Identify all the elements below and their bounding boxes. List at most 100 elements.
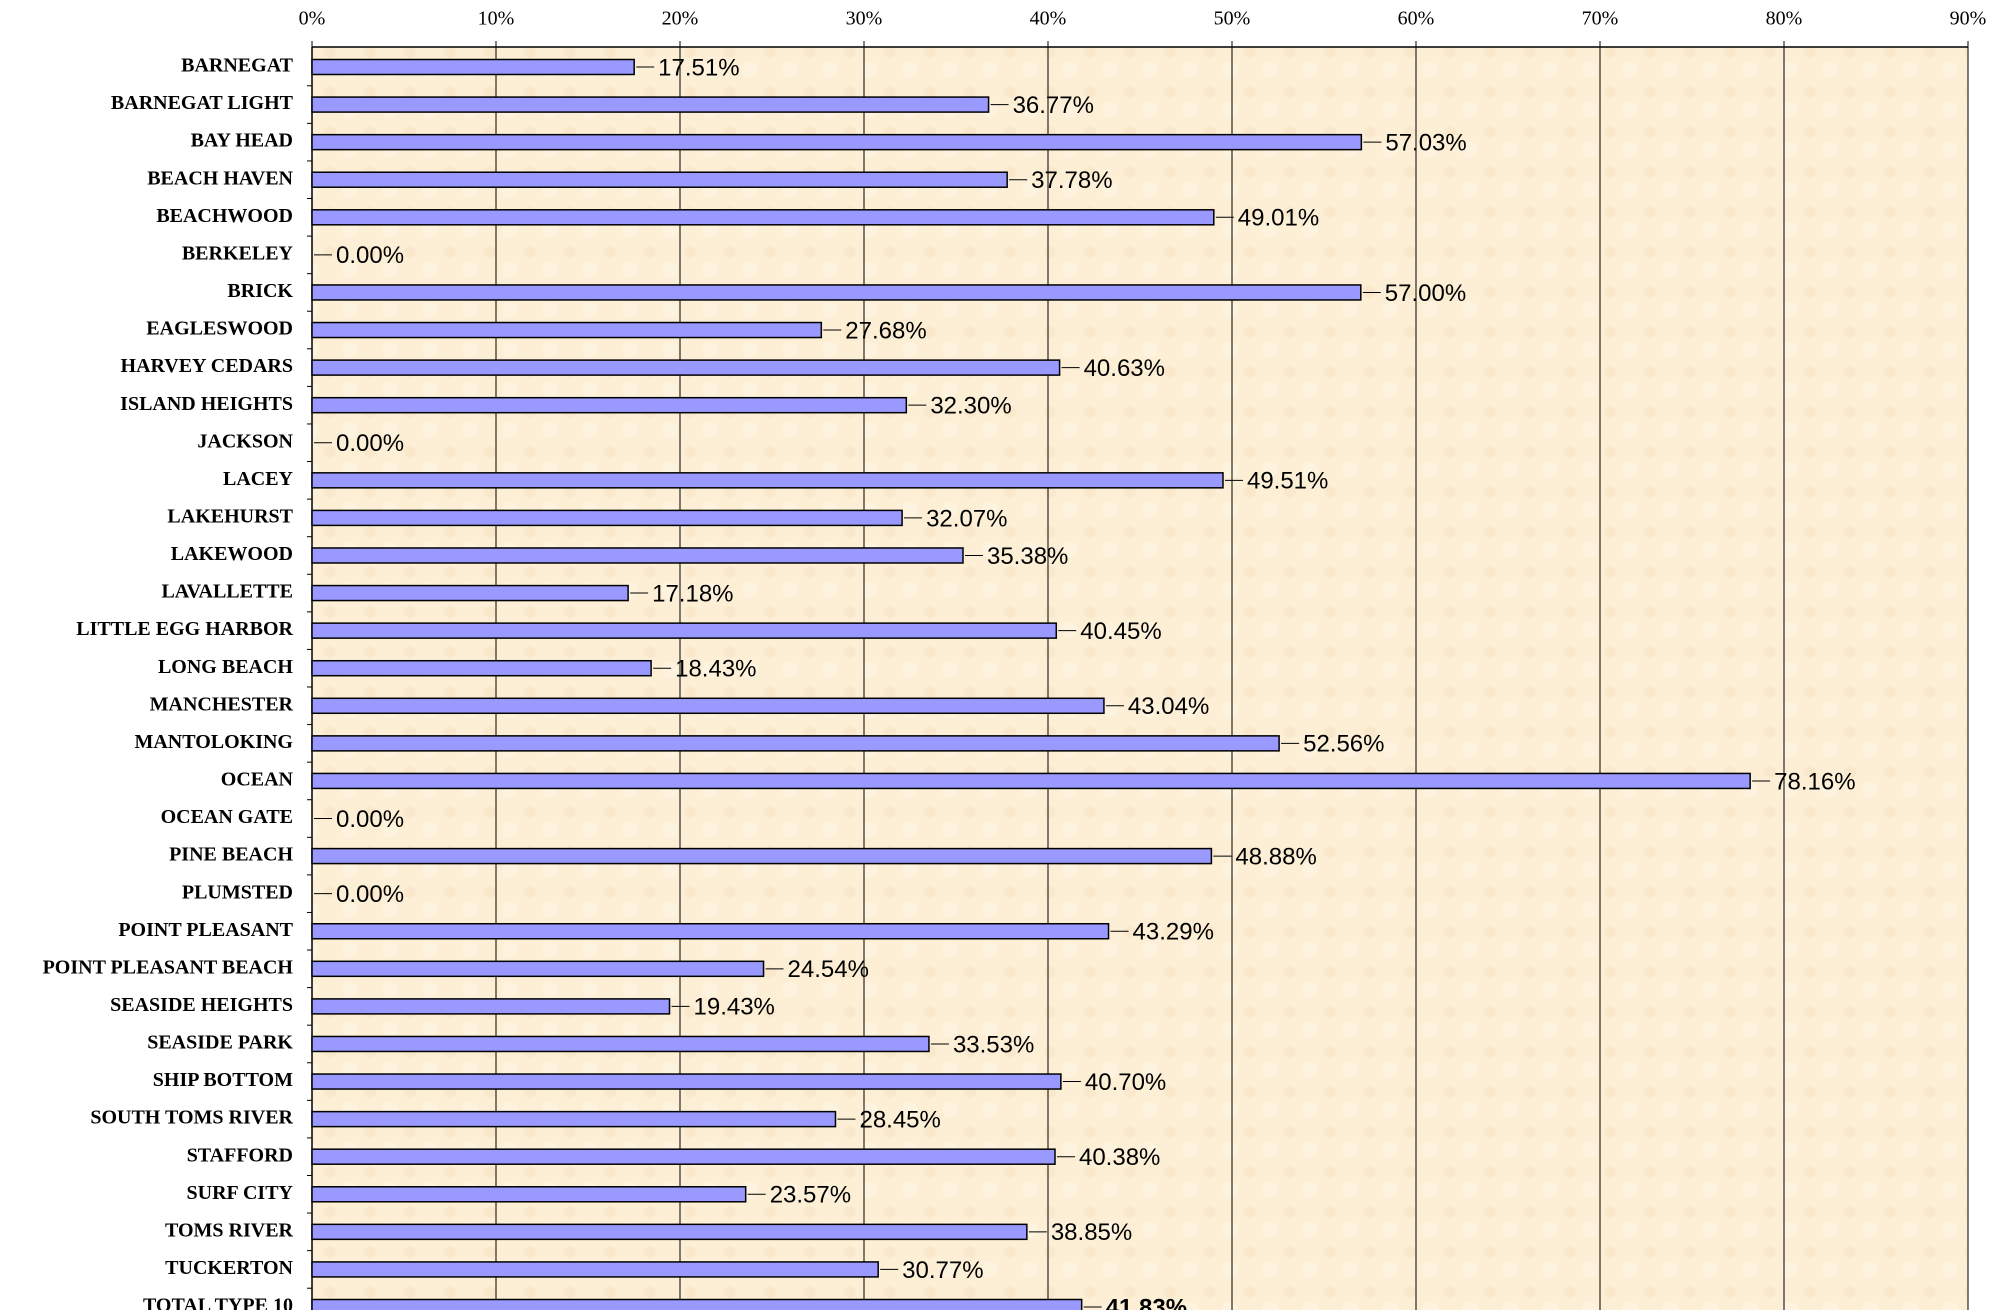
bar [311,321,823,339]
value-label: 17.51% [658,54,739,81]
y-tick-label: EAGLESWOOD [146,318,293,340]
x-tick-label: 70% [1582,8,1619,30]
bar [311,133,1363,151]
y-tick-label: SEASIDE HEIGHTS [110,994,293,1016]
y-tick-label: PINE BEACH [169,844,293,866]
value-label: 30.77% [902,1257,983,1284]
bar [311,396,908,414]
bar [311,509,903,527]
value-label: 49.51% [1247,468,1328,495]
y-tick-label: SOUTH TOMS RIVER [90,1107,293,1129]
bar [311,472,1224,489]
bar [311,622,1058,639]
bar [311,1073,1062,1090]
bar [311,1223,1028,1241]
y-tick-label: LITTLE EGG HARBOR [76,618,293,640]
value-label: 37.78% [1031,167,1112,194]
value-label: 43.29% [1133,919,1214,946]
x-tick-label: 40% [1030,8,1067,30]
y-tick-label: LONG BEACH [158,656,293,678]
bar [311,359,1061,376]
value-label: 49.01% [1238,205,1319,232]
y-tick-label: PLUMSTED [182,881,293,903]
y-tick-label: LAKEHURST [167,506,293,528]
x-tick-label: 0% [299,8,326,30]
y-tick-label: BRICK [227,280,293,302]
bar [311,1148,1056,1165]
bar [311,735,1280,752]
value-label: 23.57% [770,1182,851,1209]
y-tick-label: BEACH HAVEN [147,167,293,189]
plot-background [312,47,1968,1310]
bar [311,847,1213,865]
y-tick-label: BEACHWOOD [156,205,293,227]
y-tick-label: LAVALLETTE [161,581,293,603]
value-label: 33.53% [953,1031,1034,1058]
bar [311,1261,879,1278]
value-label: 35.38% [987,543,1068,570]
value-label: 19.43% [694,994,775,1021]
value-label: 36.77% [1013,92,1094,119]
x-tick-label: 30% [846,8,883,30]
bar [311,1186,747,1203]
bar [311,584,629,602]
y-tick-label: TOTAL TYPE 10 [143,1295,293,1310]
x-tick-label: 90% [1950,8,1987,30]
y-tick-label: BARNEGAT [181,55,294,77]
value-label: 28.45% [859,1106,940,1133]
y-tick-label: JACKSON [197,430,293,452]
y-tick-label: POINT PLEASANT [118,919,293,941]
bar [311,772,1751,790]
x-tick-label: 10% [478,8,515,30]
y-tick-label: SEASIDE PARK [147,1032,293,1054]
value-label: 78.16% [1774,768,1855,795]
y-tick-label: OCEAN GATE [161,806,293,828]
y-tick-label: STAFFORD [187,1144,293,1166]
y-tick-label: BERKELEY [182,242,294,264]
bar [311,284,1362,301]
y-tick-label: BARNEGAT LIGHT [111,92,294,114]
bar [311,960,765,978]
x-tick-label: 20% [662,8,699,30]
value-label: 40.63% [1084,355,1165,382]
value-label: 52.56% [1303,731,1384,758]
x-tick-label: 50% [1214,8,1251,30]
y-tick-label: POINT PLEASANT BEACH [43,956,294,978]
bar [311,922,1110,940]
value-label: 48.88% [1235,843,1316,870]
bar [311,1298,1083,1310]
y-tick-label: LAKEWOOD [171,543,293,565]
value-label: 32.07% [926,505,1007,532]
y-tick-label: ISLAND HEIGHTS [120,393,293,415]
value-label: 40.45% [1080,618,1161,645]
bar [311,58,635,76]
value-label: 43.04% [1128,693,1209,720]
value-label: 24.54% [788,956,869,983]
y-tick-label: TUCKERTON [165,1257,293,1279]
value-label: 32.30% [930,393,1011,420]
x-tick-label: 80% [1766,8,1803,30]
y-tick-label: HARVEY CEDARS [121,355,293,377]
value-label: 0.00% [336,242,404,269]
x-tick-label: 60% [1398,8,1435,30]
value-label: 0.00% [336,881,404,908]
y-tick-label: BAY HEAD [191,130,293,152]
bar [311,1110,837,1128]
y-tick-label: LACEY [223,468,294,490]
value-label: 0.00% [336,806,404,833]
value-label: 38.85% [1051,1219,1132,1246]
y-tick-label: OCEAN [221,769,294,791]
bar [311,697,1105,715]
value-label: 57.00% [1385,280,1466,307]
bar [311,209,1215,226]
bar [311,171,1008,188]
value-label: 57.03% [1385,129,1466,156]
value-label: 0.00% [336,430,404,457]
bar [311,659,652,677]
bar [311,998,671,1015]
value-label: 41.83% [1106,1294,1187,1310]
y-tick-label: MANCHESTER [150,693,294,715]
value-label: 40.38% [1079,1144,1160,1171]
bar [311,96,990,113]
